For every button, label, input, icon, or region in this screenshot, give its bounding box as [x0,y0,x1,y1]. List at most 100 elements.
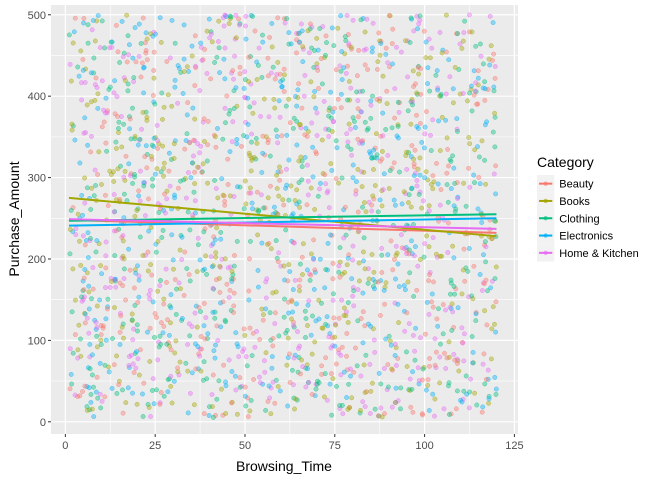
data-point [480,404,486,410]
data-point [480,61,486,67]
data-point [248,168,254,174]
data-point [75,211,81,217]
data-point [90,286,96,292]
data-point [427,88,433,94]
data-point [143,143,149,149]
data-point [389,125,395,131]
trend-line-electronics [68,217,497,227]
data-point [202,336,208,342]
data-point [272,321,278,327]
data-point [237,64,243,70]
data-point [171,378,177,384]
data-point [109,385,115,391]
data-point [492,75,498,81]
data-point [304,134,310,139]
data-point [299,177,305,183]
data-point [250,13,256,19]
data-point [146,404,152,410]
data-point [402,328,408,334]
trend-line-home-kitchen [68,218,497,230]
data-point [295,31,301,37]
data-point [421,254,427,260]
data-point [489,326,495,332]
data-point [88,207,94,212]
data-point [466,135,472,140]
data-point [346,41,352,47]
data-point [430,173,436,179]
data-point [81,15,87,21]
data-point [282,72,287,78]
data-point [123,297,129,303]
data-point [479,220,485,225]
data-point [361,235,367,241]
data-point [296,81,302,87]
data-point [230,68,236,74]
data-point [350,162,356,168]
data-point [423,387,429,393]
data-point [231,263,237,269]
data-point [467,389,473,395]
trend-lines [68,196,497,238]
data-point [432,413,437,419]
data-point [360,399,366,405]
data-point [376,370,382,376]
data-point [262,205,268,211]
data-point [257,374,262,380]
data-point [140,414,146,419]
data-point [353,188,359,194]
data-point [211,234,217,240]
data-point [119,18,125,24]
data-point [175,365,181,371]
data-point [260,150,266,156]
data-point [80,389,85,394]
data-point [423,55,429,61]
data-point [242,332,248,338]
data-point [204,28,210,34]
data-point [305,302,311,308]
data-point [95,395,101,401]
data-point [151,135,157,141]
data-point [370,193,376,199]
data-point [243,354,249,360]
data-point [84,404,90,410]
data-point [354,89,360,95]
data-point [168,157,174,162]
data-point [189,324,195,330]
data-point [319,81,325,87]
data-point [123,153,129,159]
data-point [121,256,127,262]
data-point [326,134,332,139]
data-point [158,278,163,283]
data-point [210,372,216,378]
x-tick-label: 25 [149,440,161,452]
data-point [247,325,253,331]
data-point [460,91,466,96]
data-point [136,193,142,199]
data-point [490,57,495,63]
data-point [286,310,292,316]
data-point [224,281,230,287]
data-point [305,192,311,198]
data-point [208,31,214,37]
data-point [79,192,85,198]
data-point [341,369,347,375]
data-point [77,238,82,244]
data-point [226,357,232,363]
data-point [274,134,280,139]
data-point [85,255,91,261]
data-point [134,207,140,213]
data-point [321,394,327,400]
data-point [345,63,350,69]
data-point [473,318,479,324]
data-point [491,84,497,90]
data-point [85,40,91,46]
data-point [426,203,432,209]
data-point [68,371,74,377]
data-point [389,404,395,410]
data-point [190,105,196,111]
data-point [297,277,303,283]
data-point [263,306,269,312]
data-point [431,279,436,285]
data-point [291,355,297,361]
data-point [390,61,395,67]
